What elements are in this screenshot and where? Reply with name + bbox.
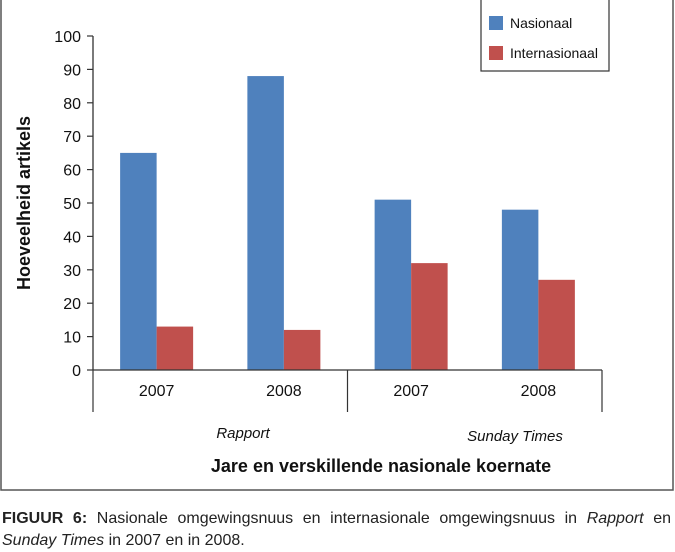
x-tick-label: 2008 xyxy=(266,383,302,400)
x-tick-label: 2007 xyxy=(139,383,175,400)
y-tick-label: 80 xyxy=(63,96,81,113)
caption-text: en xyxy=(643,510,672,527)
chart-frame xyxy=(0,0,674,491)
caption-rapport: Rapport xyxy=(586,510,644,527)
bars xyxy=(120,76,575,370)
y-tick-label: 30 xyxy=(63,263,81,280)
bar-nasionaal-1 xyxy=(120,152,157,370)
x-tick-label: 2007 xyxy=(393,383,429,400)
y-tick-label: 60 xyxy=(63,163,81,180)
x-tick-label: 2008 xyxy=(521,383,557,400)
bar-internasionaal-1 xyxy=(156,326,194,370)
legend-label-nasionaal: Nasionaal xyxy=(510,15,572,31)
x-axis-title: Jare en verskillende nasionale koernate xyxy=(211,456,551,476)
y-tick-label: 50 xyxy=(63,196,81,213)
bar-internasionaal-3 xyxy=(411,263,448,370)
y-tick-label: 40 xyxy=(63,229,81,246)
legend: Nasionaal Internasionaal xyxy=(480,0,610,72)
y-tick-label: 90 xyxy=(63,62,81,79)
caption-text: in 2007 en in 2008. xyxy=(104,532,245,549)
bar-internasionaal-2 xyxy=(283,329,321,370)
y-tick-label: 20 xyxy=(63,296,81,313)
bar-nasionaal-3 xyxy=(374,199,412,370)
y-tick-label: 70 xyxy=(63,129,81,146)
y-axis-title: Hoeveelheid artikels xyxy=(14,116,34,290)
legend-swatch-nasionaal xyxy=(489,16,503,30)
y-tick-label: 0 xyxy=(72,363,81,380)
bar-nasionaal-4 xyxy=(501,209,539,370)
bar-internasionaal-4 xyxy=(538,279,575,370)
group-label-rapport: Rapport xyxy=(216,425,270,442)
x-axis: 2007 2008 2007 2008 xyxy=(92,369,603,412)
bar-nasionaal-2 xyxy=(247,76,284,370)
caption-sunday-times: Sunday Times xyxy=(2,532,105,549)
legend-label-internasionaal: Internasionaal xyxy=(510,45,598,61)
caption-text: Nasionale omgewingsnuus en internasional… xyxy=(87,510,587,527)
y-tick-label: 10 xyxy=(63,330,81,347)
group-label-sunday-times: Sunday Times xyxy=(467,428,563,445)
figure-caption: FIGUUR 6: Nasionale omgewingsnuus en int… xyxy=(2,508,671,552)
caption-label: FIGUUR 6: xyxy=(2,510,88,527)
y-axis: 0 10 20 30 40 50 60 70 80 90 100 xyxy=(54,29,94,380)
legend-swatch-internasionaal xyxy=(489,46,503,60)
y-tick-label: 100 xyxy=(54,29,81,46)
